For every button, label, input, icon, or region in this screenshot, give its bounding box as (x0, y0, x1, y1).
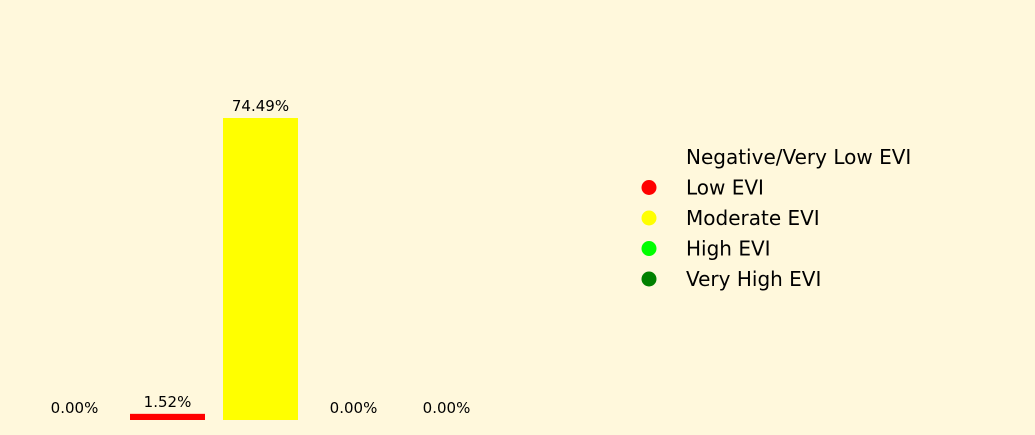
bar-value-label-3: 74.49% (232, 97, 289, 115)
bar-value-label-5: 0.00% (423, 399, 471, 417)
legend-marker-4 (641, 241, 657, 256)
bar-value-label-4: 0.00% (330, 399, 378, 417)
legend-marker-3 (641, 210, 657, 226)
legend: Negative/Very Low EVI Low EVI Moderate EVI… (641, 145, 911, 291)
legend-item-1: Negative/Very Low EVI (641, 145, 911, 169)
legend-label-5: Very High EVI (686, 267, 821, 291)
legend-marker-2 (641, 180, 657, 195)
legend-label-2: Low EVI (686, 176, 764, 200)
bar-value-label-2: 1.52% (144, 393, 192, 411)
legend-item-2: Low EVI (641, 176, 764, 200)
legend-item-4: High EVI (641, 237, 771, 261)
legend-marker-1 (641, 149, 657, 165)
bar-value-label-1: 0.00% (51, 399, 99, 417)
legend-label-3: Moderate EVI (686, 206, 820, 230)
legend-item-3: Moderate EVI (641, 206, 820, 230)
legend-label-4: High EVI (686, 237, 771, 261)
legend-marker-5 (641, 271, 657, 287)
legend-label-1: Negative/Very Low EVI (686, 145, 911, 169)
bar-3 (223, 118, 298, 420)
bar-2 (130, 413, 205, 420)
legend-item-5: Very High EVI (641, 267, 821, 291)
